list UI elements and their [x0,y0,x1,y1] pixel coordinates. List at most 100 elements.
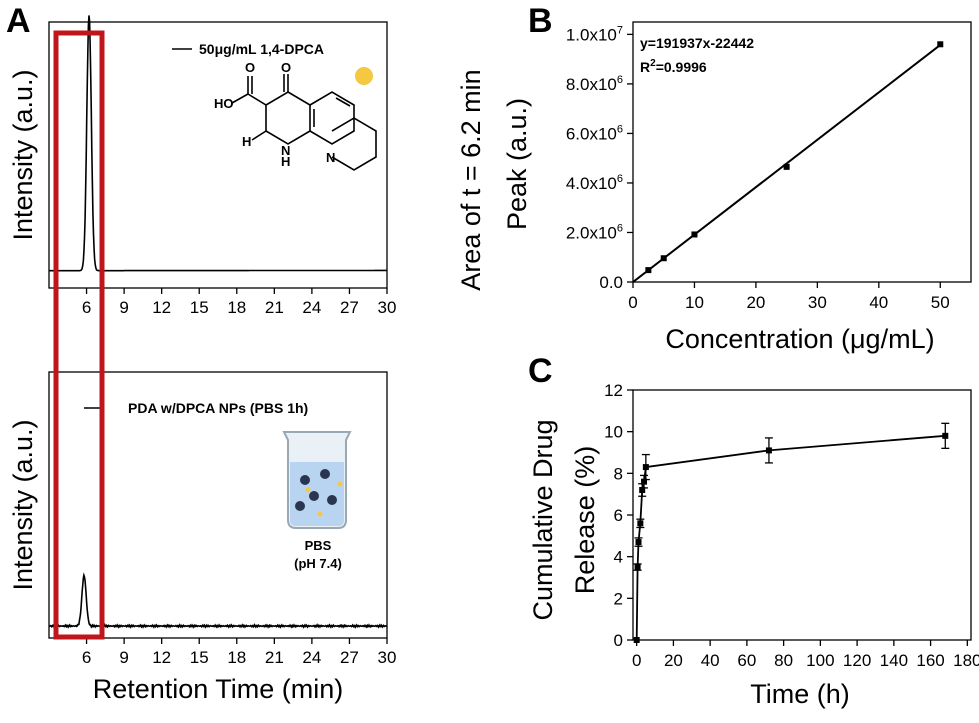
y-tick-label-b-0: 0.0 [599,273,623,292]
data-point-c-1 [634,564,641,571]
x-tick-label-c-4: 80 [774,651,793,670]
x-tick-label-bot-8: 30 [378,648,397,667]
x-tick-label-c-8: 160 [916,651,944,670]
x-tick-label-bot-6: 24 [302,648,321,667]
y-tick-label-b-1: 2.0x106 [566,222,623,242]
panel-label-a: A [6,2,31,40]
molecule-label-n-ring: N [281,143,290,158]
x-tick-label-bot-1: 9 [119,648,128,667]
y-axis-label-a-bottom: Intensity (a.u.) [8,419,38,590]
y-tick-label-b-4: 8.0x106 [566,74,623,94]
y-tick-label-c-5: 10 [604,423,623,442]
x-tick-label-c-7: 140 [880,651,908,670]
panel-a-bottom: 6 9 12 15 18 21 24 27 30 Intensity (a.u.) Retent… [8,371,397,704]
y-tick-label-b-2: 4.0x106 [566,173,623,193]
data-point-c-2 [635,539,642,546]
data-point-c-8 [942,432,949,439]
legend-label-a-bottom: PDA w/DPCA NPs (PBS 1h) [128,400,308,416]
y-axis-label-b-line1: Area of t = 6.2 min [456,69,486,290]
panel-c: 0 20 40 60 80 100 120 140 160 180 0 2 4 6 8 10 12 Cumula… [528,381,979,709]
panel-label-b: B [528,2,553,40]
y-tick-label-c-0: 0 [614,631,623,650]
molecule-label-o: O [281,60,291,75]
x-tick-label-top-2: 12 [152,298,171,317]
x-tick-label-bot-2: 12 [152,648,171,667]
data-point-b-3 [783,163,790,170]
panel-b: 0 10 20 30 40 50 0.0 2.0x106 4.0x106 6.0x106 8.0x1… [456,21,972,354]
x-tick-label-bot-4: 18 [227,648,246,667]
y-tick-label-c-6: 12 [604,381,623,400]
data-point-c-4 [639,487,646,493]
y-tick-label-c-4: 8 [614,464,623,483]
molecule-label-o-acid: O [245,60,255,75]
x-axis-label-a: Retention Time (min) [93,674,344,704]
y-axis-label-c-line1: Cumulative Drug [528,419,558,620]
x-ticks-a-top: 6 9 12 15 18 21 24 27 30 [82,288,397,317]
x-tick-label-b-1: 10 [685,293,704,312]
y-axis-label-c-line2: Release (%) [570,446,600,595]
x-tick-label-b-3: 30 [808,293,827,312]
beaker-label-ph: (pH 7.4) [294,556,342,571]
plot-frame-c [632,389,972,641]
x-tick-label-b-2: 20 [746,293,765,312]
highlight-box [53,30,105,640]
x-tick-label-bot-7: 27 [340,648,359,667]
chromatogram-line-a-top [49,15,387,272]
x-tick-label-top-8: 30 [378,298,397,317]
fit-line-b [632,44,941,283]
x-tick-label-top-1: 9 [119,298,128,317]
molecule-label-n-pyridine: N [326,150,335,165]
y-tick-label-c-3: 6 [614,506,623,525]
x-tick-label-c-3: 60 [737,651,756,670]
x-tick-label-c-5: 100 [806,651,834,670]
molecule-label-h: H [242,134,251,149]
x-tick-label-top-7: 27 [340,298,359,317]
x-tick-label-top-5: 21 [265,298,284,317]
data-point-c-3 [637,520,644,527]
ticks-c: 0 20 40 60 80 100 120 140 160 180 0 2 4 6 8 10 12 [604,381,979,670]
plot-frame-a-bottom [48,371,388,639]
drug-particle-icon [355,67,373,85]
y-tick-label-c-1: 2 [614,589,623,608]
y-tick-label-b-3: 6.0x106 [566,123,623,143]
x-tick-label-c-2: 40 [701,651,720,670]
x-axis-label-c: Time (h) [750,679,850,709]
panel-a-top: 6 9 12 15 18 21 24 27 30 Intensity (a.u.) 50μg/m… [8,15,396,317]
data-points-c [633,422,950,643]
data-point-b-2 [691,231,698,238]
x-tick-label-top-4: 18 [227,298,246,317]
molecule-label-nh: H [281,154,290,169]
molecule-label-ho: HO [214,96,234,111]
dpca-molecule-icon [231,74,377,171]
data-points-b [645,41,944,274]
data-point-b-4 [937,41,944,48]
release-line-c [635,434,946,641]
x-axis-label-b: Concentration (μg/mL) [665,324,934,354]
x-tick-label-top-6: 24 [302,298,321,317]
y-tick-label-b-5: 1.0x107 [566,24,623,44]
data-point-c-5 [641,478,648,485]
data-point-b-0 [645,267,652,274]
ticks-b: 0 10 20 30 40 50 0.0 2.0x106 4.0x106 6.0x106 8.0x1… [566,24,950,312]
x-tick-label-top-0: 6 [82,298,91,317]
beaker-label-pbs: PBS [305,538,332,553]
r-squared: R2=0.9996 [640,58,707,75]
data-point-c-6 [642,464,649,471]
data-point-c-0 [633,637,640,643]
legend-label-a-top: 50μg/mL 1,4-DPCA [199,41,324,57]
x-tick-label-c-9: 180 [953,651,979,670]
data-point-b-1 [660,255,667,262]
panel-label-c: C [528,352,553,390]
x-tick-label-c-0: 0 [632,651,641,670]
plot-frame-b [632,21,972,283]
y-tick-label-c-2: 4 [614,548,623,567]
y-axis-label-a-top: Intensity (a.u.) [8,69,38,240]
x-tick-label-bot-3: 15 [190,648,209,667]
x-tick-label-b-5: 50 [931,293,950,312]
chromatogram-line-a-bottom [48,572,388,629]
data-point-c-7 [765,447,772,454]
fit-equation: y=191937x-22442 [640,35,754,51]
x-tick-label-bot-5: 21 [265,648,284,667]
x-tick-label-b-0: 0 [628,293,637,312]
